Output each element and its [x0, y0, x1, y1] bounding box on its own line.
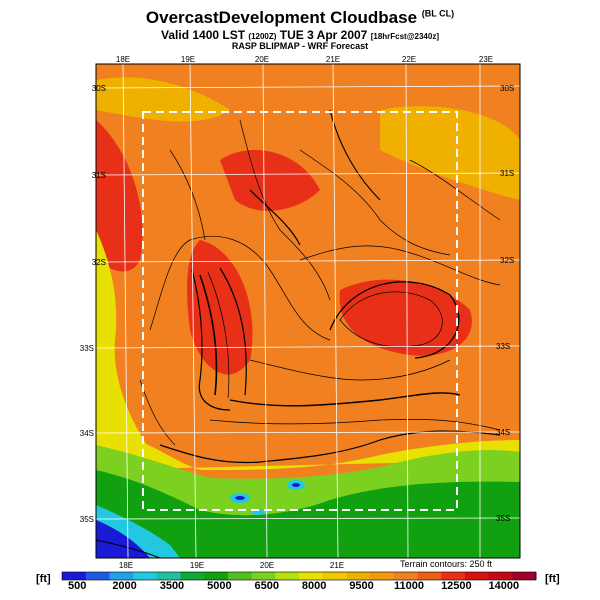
colorbar-swatch — [133, 572, 158, 580]
lat-label-right: 34S — [496, 428, 510, 437]
lat-label-left: 35S — [80, 515, 94, 524]
field-orange-light-a — [96, 77, 230, 122]
colorbar — [61, 571, 537, 581]
map-subtitle: Valid 1400 LST (1200Z) TUE 3 Apr 2007 [1… — [0, 28, 600, 42]
colorbar-frame — [61, 571, 537, 581]
lon-label-top: 20E — [255, 55, 269, 64]
colorbar-label: 12500 — [441, 580, 472, 592]
colorbar-swatch — [346, 572, 371, 580]
colorbar-label: 11000 — [393, 580, 424, 592]
lon-label-bottom: 18E — [119, 561, 133, 570]
field-sea-spot-d — [292, 483, 300, 487]
colorbar-label: 500 — [67, 580, 87, 592]
field-red-east — [339, 279, 472, 356]
terrain-contours-note: Terrain contours: 250 ft — [400, 559, 493, 569]
lat-label-left: 30S — [92, 84, 106, 93]
colorbar-label: 2000 — [112, 580, 137, 592]
colorbar-label: 3500 — [159, 580, 185, 592]
valid-date: TUE 3 Apr 2007 — [279, 28, 368, 42]
valid-fcst: [18hrFcst@2340z] — [370, 32, 439, 41]
field-orange-light-b — [380, 106, 520, 200]
colorbar-label: 5000 — [207, 580, 232, 592]
field-green-dark — [96, 470, 520, 558]
lon-label-top: 21E — [326, 55, 340, 64]
lon-label-top: 23E — [479, 55, 493, 64]
lon-label-bottom: 20E — [260, 561, 274, 570]
field-ocean-deep — [96, 520, 150, 558]
field-yellow-south — [96, 425, 520, 470]
field-red-west — [96, 120, 143, 272]
title-text: OvercastDevelopment Cloudbase — [145, 8, 418, 27]
lon-label-top: 22E — [402, 55, 416, 64]
colorbar-swatch — [227, 572, 253, 580]
field-yellow-west — [96, 230, 150, 470]
colorbar-swatch — [370, 572, 395, 580]
field-red-north — [220, 150, 320, 211]
valid-prefix: Valid 1400 LST — [161, 28, 246, 42]
colorbar-swatch — [251, 572, 276, 580]
lat-label-left: 34S — [80, 429, 94, 438]
colorbar-swatch — [512, 572, 537, 580]
lat-label-left: 32S — [92, 258, 106, 267]
colorbar-swatch — [417, 572, 442, 580]
colorbar-label: 6500 — [254, 580, 279, 592]
map-frame — [95, 63, 521, 559]
lat-label-left: 31S — [92, 171, 106, 180]
lon-label-bottom: 19E — [190, 561, 204, 570]
lat-label-right: 30S — [500, 84, 514, 93]
colorbar-swatch — [488, 572, 513, 580]
title-tag: (BL CL) — [421, 8, 455, 19]
inner-domain-box — [142, 111, 458, 511]
colorbar-swatch — [204, 572, 229, 580]
lon-labels-bottom: 18E 19E 20E 21E — [119, 561, 344, 570]
colorbar-swatch — [156, 572, 181, 580]
lat-label-right: 32S — [500, 256, 514, 265]
field-sea-spot-b — [235, 496, 245, 500]
valid-zulu: (1200Z) — [248, 32, 277, 41]
lat-labels-right: 30S 31S 32S 33S 34S 35S — [496, 84, 514, 523]
lat-label-right: 35S — [496, 514, 510, 523]
colorbar-swatch — [322, 572, 347, 580]
colorbar-swatch — [85, 572, 110, 580]
lat-label-right: 33S — [496, 342, 510, 351]
map-title: OvercastDevelopment Cloudbase (BL CL) — [0, 8, 600, 28]
map-field — [96, 64, 520, 558]
colorbar-swatch — [441, 572, 466, 580]
colorbar-swatch — [109, 572, 134, 580]
lat-lon-grid — [96, 64, 520, 558]
lon-labels-top: 18E 19E 20E 21E 22E 23E — [116, 55, 493, 64]
colorbar-swatch — [62, 572, 87, 580]
colorbar-swatch — [393, 572, 418, 580]
colorbar-label: 9500 — [349, 580, 374, 592]
lat-label-right: 31S — [500, 169, 514, 178]
colorbar-label: 8000 — [301, 580, 327, 592]
lat-label-left: 33S — [80, 344, 94, 353]
map-source: RASP BLIPMAP - WRF Forecast — [231, 41, 369, 51]
colorbar-label: 14000 — [488, 580, 520, 592]
colorbar-swatch — [180, 572, 205, 580]
colorbar-swatch — [464, 572, 490, 580]
lon-label-bottom: 21E — [330, 561, 344, 570]
lat-labels-left: 30S 31S 32S 33S 34S 35S — [80, 84, 106, 524]
colorbar-swatch — [275, 572, 300, 580]
lon-label-top: 19E — [181, 55, 195, 64]
lon-label-top: 18E — [116, 55, 130, 64]
colorbar-swatch — [299, 572, 324, 580]
colorbar-unit-left: [ft] — [36, 573, 51, 585]
colorbar-unit-right: [ft] — [545, 573, 560, 585]
